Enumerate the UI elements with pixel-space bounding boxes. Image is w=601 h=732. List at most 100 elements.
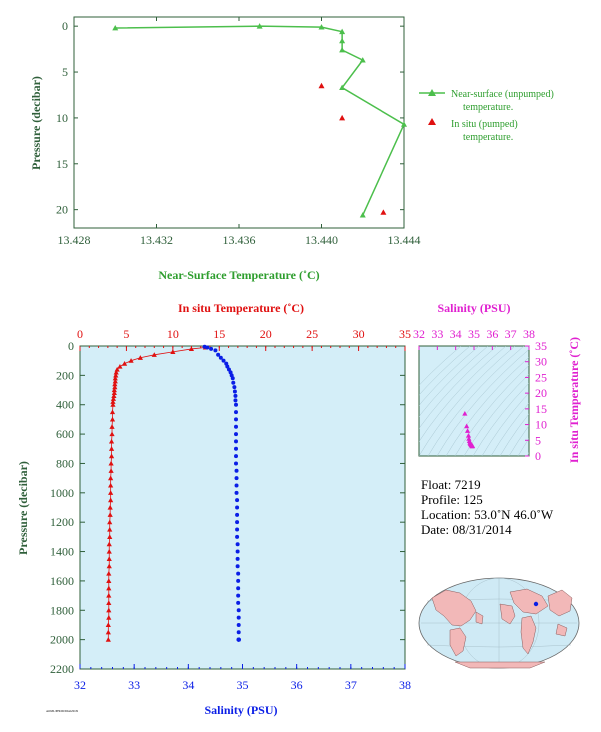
salinity-profile-point <box>234 490 239 495</box>
salinity-profile-point <box>236 637 241 642</box>
temperature-profile-point <box>109 416 116 422</box>
y-tick-label: 0 <box>62 19 68 33</box>
density-contour <box>419 346 480 406</box>
ts-point <box>466 436 472 441</box>
ts-point <box>462 410 468 416</box>
legend-pumped-line1: In situ (pumped) <box>451 119 518 130</box>
salinity-profile-point <box>235 527 240 532</box>
temperature-profile-point <box>111 387 117 393</box>
density-contour <box>419 346 471 396</box>
ts-temperature-tick-label: 25 <box>535 370 547 384</box>
y-tick-label: 10 <box>56 111 68 125</box>
temperature-tick-label: 15 <box>213 327 225 341</box>
temperature-profile-point <box>106 570 112 576</box>
pressure-tick-label: 1600 <box>50 574 74 588</box>
temperature-profile-point <box>109 424 115 429</box>
salinity-profile-point <box>234 417 238 422</box>
unpumped-temperature-point <box>339 37 346 44</box>
temperature-profile-point <box>106 585 112 591</box>
ts-y-axis-title: In situ Temperature (˚C) <box>567 337 581 463</box>
salinity-profile-point <box>236 571 241 576</box>
pressure-tick-label: 2200 <box>50 662 74 676</box>
salinity-profile-point <box>236 615 241 620</box>
ts-point <box>469 443 475 449</box>
temperature-profile-point <box>117 363 123 369</box>
unpumped-temperature-point <box>401 121 407 127</box>
salinity-tick-label: 36 <box>291 678 303 692</box>
salinity-profile-point <box>236 622 241 627</box>
ts-point <box>464 423 470 429</box>
profile-top-axis-title: In situ Temperature (˚C) <box>178 301 304 315</box>
unpumped-temperature-point <box>339 28 346 35</box>
temperature-profile-point <box>105 622 111 628</box>
temperature-profile-point <box>107 526 113 532</box>
salinity-tick-label: 34 <box>182 678 194 692</box>
temperature-profile-point <box>121 361 128 366</box>
temperature-profile-point <box>110 399 116 404</box>
density-contour <box>508 425 529 456</box>
ts-x-axis-title: Salinity (PSU) <box>437 301 510 315</box>
unpumped-temperature-point <box>339 47 346 53</box>
float-info: Float: 7219 Profile: 125 Location: 53.0˚… <box>421 477 554 537</box>
x-tick-label: 13.440 <box>305 233 338 247</box>
date: Date: 08/31/2014 <box>421 522 512 537</box>
temperature-profile-point <box>112 375 118 381</box>
salinity-tick-label: 37 <box>345 678 357 692</box>
temperature-profile-point <box>108 482 114 488</box>
float-location-marker-icon <box>533 601 539 607</box>
temperature-profile-point <box>113 372 119 378</box>
temperature-profile-point <box>109 431 115 437</box>
salinity-profile-point <box>231 380 236 385</box>
salinity-profile-point <box>233 393 238 398</box>
temperature-tick-label: 30 <box>353 327 365 341</box>
salinity-profile-point <box>213 348 218 353</box>
world-map <box>418 577 580 669</box>
unpumped-temperature-point <box>256 23 263 29</box>
density-contour <box>445 356 529 456</box>
temperature-profile-point <box>105 637 111 642</box>
y-tick-label: 20 <box>56 203 68 217</box>
ts-point <box>464 428 471 433</box>
salinity-profile-point <box>235 512 240 517</box>
density-contour <box>499 413 529 456</box>
ts-temperature-tick-label: 15 <box>535 402 547 416</box>
temperature-profile-point <box>107 512 113 517</box>
temperature-profile-point <box>112 381 118 387</box>
pumped-temperature-point <box>339 114 346 121</box>
temperature-profile-point <box>112 384 118 390</box>
density-contour <box>454 365 529 456</box>
pressure-tick-label: 1200 <box>50 515 74 529</box>
temperature-profile-point <box>106 548 112 554</box>
temperature-profile-point <box>114 366 120 372</box>
salinity-profile-point <box>235 556 240 561</box>
temperature-profile-point <box>106 592 112 598</box>
unpumped-temperature-line <box>115 25 405 216</box>
salinity-profile-point <box>234 446 238 451</box>
map-land <box>431 588 573 669</box>
density-contour <box>463 373 529 456</box>
near-surface-x-axis-title: Near-Surface Temperature (˚C) <box>158 268 319 282</box>
ts-salinity-tick-label: 37 <box>505 327 517 341</box>
temperature-profile-point <box>112 378 118 384</box>
temperature-profile-point <box>106 615 112 620</box>
salinity-profile-point <box>234 476 239 481</box>
temperature-profile-point <box>107 519 113 525</box>
temperature-profile-point <box>109 409 116 415</box>
legend-unpumped-line2: temperature. <box>463 102 513 113</box>
salinity-profile-point <box>234 454 238 459</box>
legend-pumped-line2: temperature. <box>463 132 513 143</box>
density-contour <box>419 346 462 386</box>
temperature-tick-label: 0 <box>77 327 83 341</box>
salinity-profile-point <box>234 402 238 407</box>
density-contour <box>419 346 516 456</box>
salinity-profile-point <box>236 586 241 591</box>
profile-plot-area <box>79 345 406 670</box>
salinity-tick-label: 32 <box>74 678 86 692</box>
pressure-tick-label: 600 <box>56 427 74 441</box>
temperature-profile-point <box>106 541 112 547</box>
unpumped-temperature-point <box>318 24 325 30</box>
density-contour <box>419 346 498 429</box>
salinity-profile-point <box>235 534 240 539</box>
ts-salinity-tick-label: 32 <box>413 327 425 341</box>
